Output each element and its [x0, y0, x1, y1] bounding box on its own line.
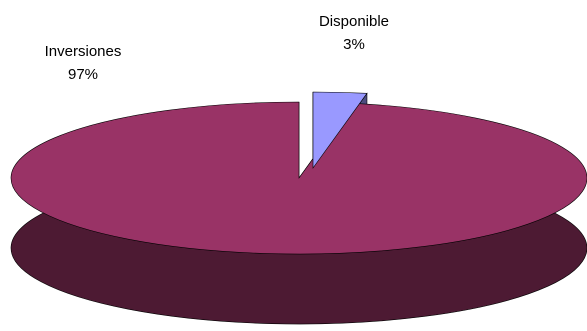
slice-tops [10, 91, 587, 255]
slice-label-disponible: Disponible [319, 13, 389, 30]
slice-inversiones [10, 101, 587, 255]
slice-labels: Inversiones 97% Disponible 3% [45, 13, 389, 83]
slice-percent-disponible: 3% [343, 36, 365, 53]
slice-label-inversiones: Inversiones [45, 43, 122, 60]
slice-percent-inversiones: 97% [68, 66, 98, 83]
slice-disponible [312, 91, 368, 169]
